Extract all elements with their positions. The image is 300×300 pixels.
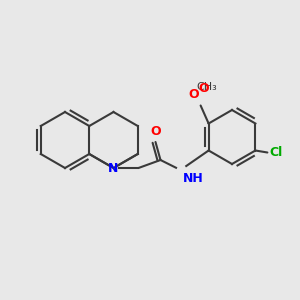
Text: NH: NH [182, 172, 203, 185]
Text: O: O [150, 125, 161, 138]
Text: O: O [198, 82, 209, 95]
Text: Cl: Cl [269, 146, 283, 159]
Text: N: N [108, 161, 119, 175]
Text: O: O [188, 88, 199, 100]
Text: CH₃: CH₃ [196, 82, 217, 92]
